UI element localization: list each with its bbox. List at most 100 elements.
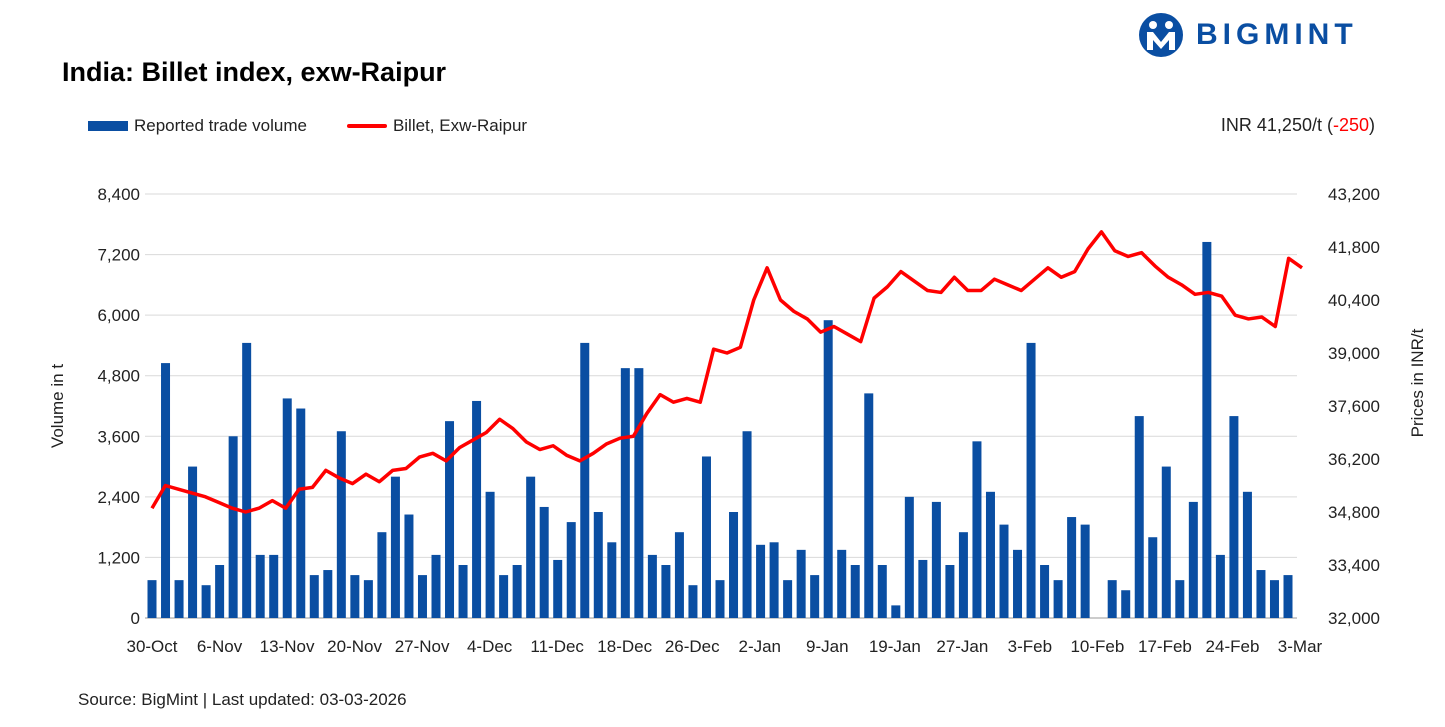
volume-bar bbox=[1026, 342, 1036, 618]
x-tick-label: 27-Nov bbox=[395, 637, 450, 656]
volume-bar bbox=[1067, 517, 1077, 618]
y-tick-label: 6,000 bbox=[97, 306, 140, 325]
volume-bar bbox=[701, 456, 711, 618]
y2-tick-label: 33,400 bbox=[1328, 556, 1380, 575]
volume-bar bbox=[512, 565, 522, 618]
volume-bar bbox=[228, 436, 238, 618]
volume-bar bbox=[1269, 580, 1279, 618]
volume-bar bbox=[1175, 580, 1185, 618]
legend-swatch-bar bbox=[88, 121, 128, 131]
volume-bar bbox=[431, 554, 441, 618]
volume-bar bbox=[1121, 590, 1131, 618]
bigmint-logo: BIGMINT bbox=[1138, 12, 1358, 58]
volume-bar bbox=[215, 565, 225, 618]
brand-name: BIGMINT bbox=[1196, 18, 1358, 51]
volume-bar bbox=[404, 514, 414, 618]
volume-bar bbox=[661, 565, 671, 618]
volume-bar bbox=[850, 565, 860, 618]
volume-bar bbox=[729, 512, 739, 618]
volume-bar bbox=[1283, 575, 1293, 618]
volume-bar bbox=[309, 575, 319, 618]
volume-bar bbox=[810, 575, 820, 618]
y2-tick-label: 36,200 bbox=[1328, 450, 1380, 469]
volume-bar bbox=[674, 532, 684, 618]
volume-bar bbox=[485, 491, 495, 618]
volume-bar bbox=[553, 559, 563, 618]
y-tick-label: 2,400 bbox=[97, 488, 140, 507]
volume-bar bbox=[539, 506, 549, 618]
price-change: -250 bbox=[1332, 115, 1369, 135]
volume-bar bbox=[945, 565, 955, 618]
x-tick-label: 4-Dec bbox=[467, 637, 513, 656]
y-tick-label: 7,200 bbox=[97, 246, 140, 265]
y2-tick-label: 34,800 bbox=[1328, 503, 1380, 522]
volume-bar bbox=[580, 342, 590, 618]
legend-swatch-line bbox=[346, 124, 387, 128]
volume-bar bbox=[796, 549, 806, 618]
volume-bar bbox=[1188, 501, 1198, 618]
volume-bar bbox=[1134, 416, 1144, 618]
volume-bar bbox=[269, 554, 279, 618]
volume-bar bbox=[999, 524, 1009, 618]
volume-bar bbox=[769, 542, 779, 618]
y2-tick-label: 40,400 bbox=[1328, 291, 1380, 310]
y-tick-label: 1,200 bbox=[97, 548, 140, 567]
x-tick-label: 20-Nov bbox=[327, 637, 382, 656]
bigmint-logo-icon bbox=[1139, 13, 1183, 57]
volume-bar bbox=[201, 585, 211, 618]
x-tick-label: 9-Jan bbox=[806, 637, 849, 656]
volume-bar bbox=[472, 400, 482, 618]
volume-bar bbox=[783, 580, 793, 618]
volume-bar bbox=[1053, 580, 1063, 618]
y2-tick-label: 43,200 bbox=[1328, 185, 1380, 204]
y-tick-label: 8,400 bbox=[97, 185, 140, 204]
volume-bar bbox=[336, 431, 346, 618]
x-tick-label: 13-Nov bbox=[260, 637, 315, 656]
volume-bar bbox=[445, 421, 455, 618]
volume-bar bbox=[499, 575, 509, 618]
volume-bar bbox=[417, 575, 427, 618]
volume-bar bbox=[242, 342, 252, 618]
y-tick-label: 4,800 bbox=[97, 367, 140, 386]
x-tick-label: 19-Jan bbox=[869, 637, 921, 656]
x-tick-label: 6-Nov bbox=[197, 637, 243, 656]
volume-bar bbox=[174, 580, 184, 618]
volume-bar bbox=[1080, 524, 1090, 618]
x-tick-label: 18-Dec bbox=[597, 637, 652, 656]
legend-item-price: Billet, Exw-Raipur bbox=[346, 116, 528, 136]
volume-bar bbox=[323, 570, 333, 618]
volume-bar bbox=[593, 512, 603, 618]
x-tick-label: 3-Mar bbox=[1278, 637, 1323, 656]
volume-bar bbox=[715, 580, 725, 618]
volume-bar bbox=[985, 491, 995, 618]
volume-bar bbox=[363, 580, 373, 618]
volume-bar bbox=[823, 320, 833, 618]
price-line bbox=[150, 230, 1304, 514]
x-tick-label: 30-Oct bbox=[126, 637, 177, 656]
volume-bar bbox=[566, 522, 576, 618]
volume-bar bbox=[634, 368, 644, 618]
volume-bar bbox=[458, 565, 468, 618]
volume-bar bbox=[931, 501, 941, 618]
chart-title: India: Billet index, exw-Raipur bbox=[62, 57, 447, 87]
x-tick-label: 17-Feb bbox=[1138, 637, 1192, 656]
volume-bar bbox=[742, 431, 752, 618]
x-tick-label: 10-Feb bbox=[1070, 637, 1124, 656]
legend-label: Reported trade volume bbox=[134, 116, 307, 135]
volume-bar bbox=[620, 368, 630, 618]
volume-bar bbox=[756, 544, 766, 618]
volume-bar bbox=[296, 408, 306, 618]
volume-bar bbox=[837, 549, 847, 618]
x-tick-label: 3-Feb bbox=[1008, 637, 1052, 656]
volume-bar bbox=[1107, 580, 1117, 618]
volume-bar bbox=[904, 496, 914, 618]
y2-tick-label: 41,800 bbox=[1328, 238, 1380, 257]
volume-bar bbox=[526, 476, 536, 618]
volume-bar bbox=[1242, 491, 1252, 618]
legend-label: Billet, Exw-Raipur bbox=[392, 116, 528, 135]
volume-bar bbox=[377, 532, 387, 618]
price-value: INR 41,250/t ( bbox=[1220, 115, 1333, 135]
volume-bar bbox=[607, 542, 617, 618]
source-note: Source: BigMint | Last updated: 03-03-20… bbox=[78, 690, 407, 709]
